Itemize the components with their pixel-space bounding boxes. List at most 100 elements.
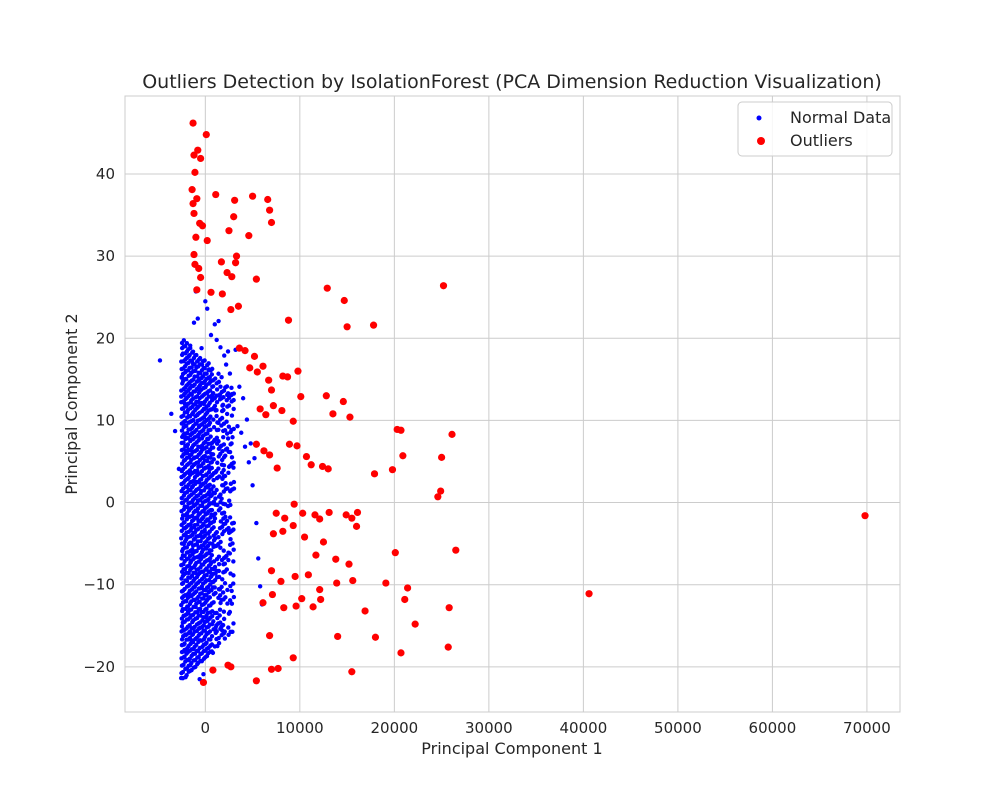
normal-data-point	[226, 498, 232, 503]
outlier-point	[434, 493, 442, 501]
outlier-point	[369, 321, 378, 329]
outlier-point	[193, 286, 201, 294]
normal-data-point	[229, 413, 235, 418]
outlier-point	[861, 512, 869, 520]
normal-data-point	[229, 588, 234, 594]
plot-area	[124, 95, 901, 713]
normal-data-point	[179, 375, 184, 380]
normal-data-point	[182, 418, 188, 424]
outlier-point	[277, 577, 285, 586]
normal-data-point	[211, 425, 217, 430]
outlier-point	[325, 508, 333, 517]
normal-data-point	[204, 572, 209, 578]
outlier-point	[333, 579, 341, 587]
outlier-point	[293, 442, 301, 450]
outlier-point	[401, 595, 409, 604]
x-tick-label: 70000	[843, 719, 891, 737]
outlier-point	[300, 533, 309, 541]
outlier-point	[189, 199, 197, 208]
normal-data-point	[231, 460, 236, 465]
normal-data-point	[181, 662, 186, 667]
outlier-point	[230, 213, 238, 221]
normal-data-point	[213, 496, 218, 501]
outlier-point	[311, 511, 319, 519]
normal-data-point	[208, 434, 213, 439]
normal-data-point	[207, 482, 212, 487]
normal-data-point	[227, 598, 233, 603]
normal-data-point	[228, 502, 233, 508]
normal-data-point	[225, 486, 230, 491]
normal-data-point	[225, 349, 231, 354]
normal-data-point	[208, 455, 213, 460]
outlier-point	[202, 131, 210, 139]
x-axis-label: Principal Component 1	[421, 739, 602, 758]
y-axis-ticks: −20 −10 0 10 20 30 40	[83, 165, 115, 676]
normal-data-point	[211, 417, 216, 422]
normal-data-point	[212, 511, 218, 516]
normal-data-point	[199, 362, 205, 367]
normal-data-point	[197, 355, 203, 361]
normal-data-point	[225, 587, 230, 593]
outlier-point	[260, 447, 268, 455]
outlier-point	[388, 466, 397, 474]
normal-data-point	[194, 352, 199, 358]
normal-data-point	[204, 458, 210, 464]
outlier-point	[231, 259, 240, 267]
normal-data-point	[187, 629, 193, 634]
outlier-point	[209, 666, 217, 674]
normal-data-point	[182, 400, 187, 406]
normal-data-point	[229, 601, 235, 606]
normal-data-point	[216, 427, 221, 432]
normal-data-point	[231, 527, 236, 532]
normal-data-point	[202, 628, 208, 633]
normal-data-point	[214, 400, 220, 405]
legend-box	[737, 101, 893, 157]
outlier-point	[346, 413, 354, 421]
outlier-point	[267, 567, 276, 575]
normal-data-point	[202, 358, 207, 363]
normal-data-point	[213, 376, 218, 381]
outlier-point	[252, 275, 260, 283]
normal-data-point	[209, 372, 215, 377]
outlier-point	[439, 282, 448, 290]
legend-marker-normal	[756, 115, 762, 121]
normal-data-point	[226, 625, 231, 630]
outlier-point	[279, 527, 287, 535]
normal-data-point	[185, 430, 190, 436]
outlier-point	[253, 368, 261, 376]
normal-data-point	[202, 366, 207, 371]
y-tick-label: −20	[83, 658, 115, 676]
normal-data-point	[231, 426, 236, 432]
outlier-point	[266, 451, 274, 459]
outlier-point	[444, 643, 452, 651]
outlier-point	[267, 665, 276, 673]
outlier-point	[198, 222, 207, 230]
normal-data-point	[227, 515, 233, 520]
normal-data-point	[218, 506, 223, 511]
outlier-point	[278, 406, 286, 415]
normal-data-point	[244, 417, 250, 422]
grid	[125, 96, 900, 712]
normal-data-point	[204, 606, 209, 612]
normal-data-point	[214, 413, 219, 419]
outlier-point	[317, 595, 325, 604]
outlier-point	[324, 465, 332, 473]
normal-data-point	[204, 640, 209, 645]
normal-data-point	[231, 594, 237, 600]
outlier-point	[304, 571, 312, 579]
outlier-point	[190, 209, 198, 218]
normal-data-point	[216, 379, 222, 385]
normal-data-point	[211, 559, 217, 564]
normal-data-point	[229, 441, 234, 446]
normal-data-point	[222, 561, 228, 566]
normal-data-point	[221, 609, 227, 614]
normal-data-point	[218, 345, 223, 350]
outlier-point	[316, 586, 324, 594]
outlier-point	[397, 426, 405, 434]
outlier-point	[322, 392, 330, 400]
y-axis-label: Principal Component 2	[62, 313, 81, 494]
normal-data-point	[206, 497, 211, 502]
outlier-point	[281, 514, 289, 522]
normal-data-point	[211, 457, 217, 462]
